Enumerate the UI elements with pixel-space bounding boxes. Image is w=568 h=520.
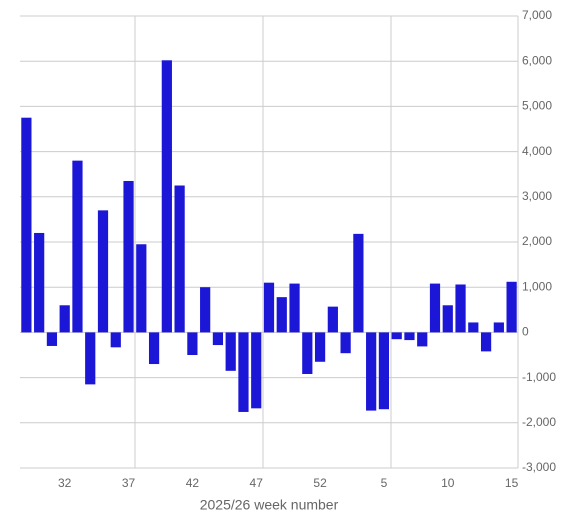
bar (46, 332, 58, 346)
bar (314, 332, 326, 362)
bar (200, 287, 211, 333)
bar (34, 232, 45, 333)
y-tick-label: 2,000 (522, 234, 552, 248)
bar (72, 160, 83, 333)
bar (340, 332, 351, 354)
y-tick-label: 1,000 (522, 279, 552, 293)
x-tick-label: 37 (122, 476, 136, 490)
bar (21, 117, 32, 333)
y-tick-label: 4,000 (522, 144, 552, 158)
bar (366, 332, 377, 411)
bar (289, 283, 300, 333)
bar (480, 332, 492, 352)
y-tick-label: -2,000 (522, 415, 556, 429)
bar (327, 306, 338, 333)
bar (276, 297, 287, 333)
x-tick-label: 5 (381, 476, 388, 490)
y-tick-label: 7,000 (522, 8, 552, 22)
y-tick-label: 5,000 (522, 99, 552, 113)
bar (148, 332, 160, 365)
bar (442, 305, 453, 333)
bar (123, 180, 134, 333)
bar (161, 60, 172, 333)
x-tick-label: 10 (441, 476, 455, 490)
bar (212, 332, 224, 346)
bar (187, 332, 198, 355)
x-tick-label: 42 (186, 476, 200, 490)
bar (429, 283, 441, 333)
bar (417, 332, 428, 347)
y-tick-label: -1,000 (522, 370, 556, 384)
bar (97, 210, 109, 333)
bar (468, 322, 479, 333)
bar (136, 244, 147, 333)
bar (493, 322, 504, 333)
bar (506, 281, 517, 333)
y-tick-label: 0 (522, 325, 529, 339)
bar (59, 305, 70, 333)
bar (263, 282, 275, 333)
bar (353, 233, 364, 333)
bar (455, 284, 466, 333)
y-tick-label: -3,000 (522, 460, 556, 474)
bar (174, 185, 185, 333)
bar (404, 332, 415, 341)
x-tick-label: 47 (250, 476, 264, 490)
y-tick-label: 6,000 (522, 53, 552, 67)
x-tick-label: 32 (58, 476, 72, 490)
bar (85, 332, 96, 385)
x-tick-label: 15 (505, 476, 519, 490)
bar (110, 332, 121, 348)
bar (225, 332, 236, 371)
bar (251, 332, 262, 409)
bar (238, 332, 249, 412)
bar (391, 332, 402, 340)
bar (378, 332, 390, 410)
bar (302, 332, 313, 374)
y-tick-label: 3,000 (522, 189, 552, 203)
x-axis-label: 2025/26 week number (200, 497, 339, 513)
x-tick-label: 52 (313, 476, 327, 490)
